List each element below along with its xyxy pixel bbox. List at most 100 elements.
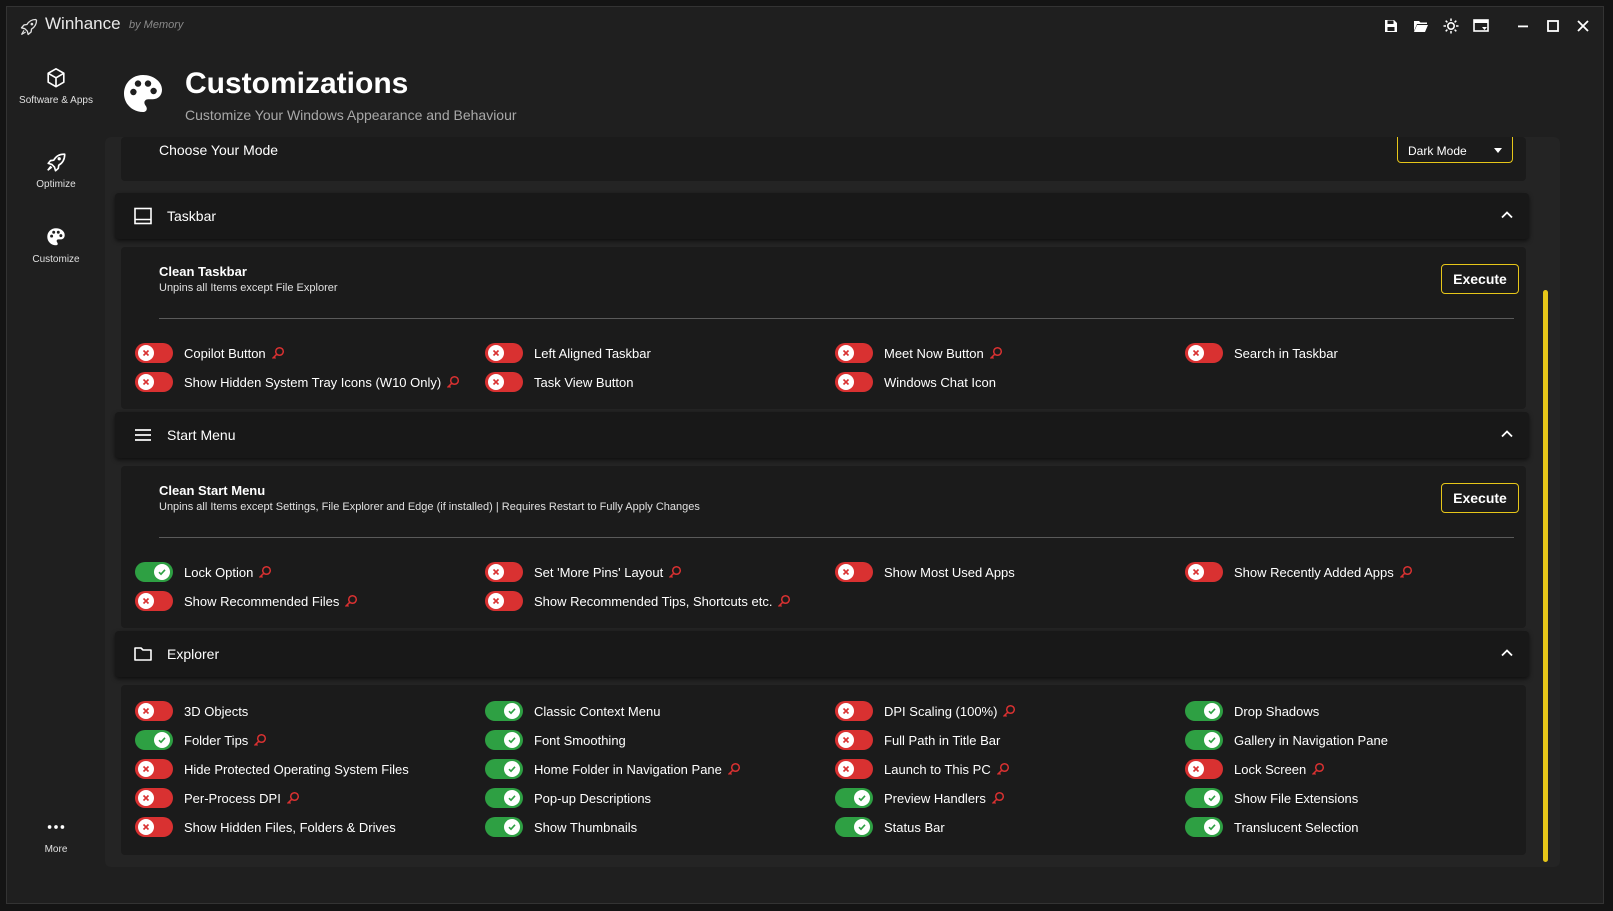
chevron-up-icon[interactable]	[1499, 207, 1515, 223]
sidebar-item-customize[interactable]: Customize	[7, 226, 105, 266]
toggle-switch[interactable]	[485, 701, 523, 721]
toggle-switch[interactable]	[485, 562, 523, 582]
toggle-label: Show Hidden System Tray Icons (W10 Only)	[184, 374, 442, 390]
toggle-switch[interactable]	[835, 562, 873, 582]
toggle-label: Status Bar	[884, 819, 945, 835]
toggle-switch[interactable]	[835, 788, 873, 808]
section-title: Start Menu	[167, 427, 236, 443]
chevron-up-icon[interactable]	[1499, 426, 1515, 442]
section-header-explorer[interactable]: Explorer	[115, 631, 1529, 677]
toggle-knob	[838, 761, 854, 777]
toggle-knob	[1204, 819, 1220, 835]
toggle-switch[interactable]	[135, 372, 173, 392]
x-icon	[1192, 765, 1200, 773]
toggle-switch[interactable]	[135, 730, 173, 750]
toggle-switch[interactable]	[485, 817, 523, 837]
toggle-knob	[154, 732, 170, 748]
section-header-start-menu[interactable]: Start Menu	[115, 412, 1529, 458]
toggle-switch[interactable]	[135, 701, 173, 721]
title-bar: Winhance by Memory	[7, 7, 1603, 45]
x-icon	[142, 378, 150, 386]
toggle-setting: Status Bar	[835, 816, 945, 838]
theme-icon[interactable]	[1439, 14, 1463, 38]
toggle-switch[interactable]	[835, 343, 873, 363]
x-icon	[142, 349, 150, 357]
toggle-switch[interactable]	[835, 759, 873, 779]
toggle-switch[interactable]	[1185, 343, 1223, 363]
toggle-label: DPI Scaling (100%)	[884, 703, 998, 719]
content-pane[interactable]: Choose Your Mode Dark Mode Taskbar Clean…	[105, 137, 1560, 867]
execute-button[interactable]: Execute	[1441, 483, 1519, 513]
toggle-knob	[504, 703, 520, 719]
x-icon	[492, 378, 500, 386]
admin-key-icon	[1003, 704, 1016, 718]
sidebar-item-label: More	[44, 844, 68, 855]
x-icon	[1192, 568, 1200, 576]
toggle-switch[interactable]	[485, 788, 523, 808]
toggle-label: Show Recommended Tips, Shortcuts etc.	[534, 593, 773, 609]
toggle-setting: Launch to This PC	[835, 758, 1010, 780]
execute-button[interactable]: Execute	[1441, 264, 1519, 294]
folder-open-icon[interactable]	[1409, 14, 1433, 38]
mode-dropdown[interactable]: Dark Mode	[1397, 137, 1513, 163]
scrollbar-thumb[interactable]	[1543, 290, 1548, 862]
admin-key-icon	[1399, 565, 1412, 579]
toggle-switch[interactable]	[485, 730, 523, 750]
minimize-icon[interactable]	[1511, 14, 1535, 38]
toggle-switch[interactable]	[135, 759, 173, 779]
app-title: Winhance	[45, 14, 121, 33]
sidebar-item-more[interactable]: More	[7, 816, 105, 856]
window-dropdown-icon[interactable]	[1469, 14, 1493, 38]
toggle-label: Left Aligned Taskbar	[534, 345, 651, 361]
admin-key-icon	[254, 733, 267, 747]
save-icon[interactable]	[1379, 14, 1403, 38]
x-icon	[142, 765, 150, 773]
sidebar-item-label: Optimize	[36, 179, 76, 190]
toggle-switch[interactable]	[485, 372, 523, 392]
toggle-switch[interactable]	[1185, 701, 1223, 721]
toggle-switch[interactable]	[485, 591, 523, 611]
toggle-setting: Show Hidden Files, Folders & Drives	[135, 816, 396, 838]
toggle-switch[interactable]	[835, 817, 873, 837]
toggle-switch[interactable]	[135, 817, 173, 837]
toggle-knob	[488, 593, 504, 609]
toggle-switch[interactable]	[135, 343, 173, 363]
check-icon	[858, 795, 866, 802]
toggle-switch[interactable]	[135, 562, 173, 582]
sidebar-item-optimize[interactable]: Optimize	[7, 151, 105, 191]
sidebar-item-software-apps[interactable]: Software & Apps	[7, 67, 105, 107]
toggle-setting: Folder Tips	[135, 729, 267, 751]
toggle-switch[interactable]	[485, 759, 523, 779]
x-icon	[842, 736, 850, 744]
toggle-switch[interactable]	[1185, 788, 1223, 808]
sidebar-item-label: Customize	[32, 254, 80, 265]
chevron-up-icon[interactable]	[1499, 645, 1515, 661]
toggle-switch[interactable]	[1185, 759, 1223, 779]
admin-key-icon	[669, 565, 682, 579]
maximize-icon[interactable]	[1541, 14, 1565, 38]
toggle-switch[interactable]	[1185, 817, 1223, 837]
toggle-setting: Drop Shadows	[1185, 700, 1319, 722]
sidebar-item-label: Software & Apps	[19, 95, 93, 106]
toggle-switch[interactable]	[835, 372, 873, 392]
toggle-switch[interactable]	[1185, 730, 1223, 750]
toggle-knob	[504, 790, 520, 806]
palette-icon	[47, 228, 65, 246]
toggle-switch[interactable]	[135, 591, 173, 611]
toggle-label: Show Hidden Files, Folders & Drives	[184, 819, 396, 835]
toggle-switch[interactable]	[1185, 562, 1223, 582]
toggle-label: Show Most Used Apps	[884, 564, 1015, 580]
toggle-switch[interactable]	[835, 730, 873, 750]
toggle-switch[interactable]	[835, 701, 873, 721]
x-icon	[1192, 349, 1200, 357]
check-icon	[508, 824, 516, 831]
section-header-taskbar[interactable]: Taskbar	[115, 193, 1529, 239]
divider	[159, 537, 1514, 538]
divider	[159, 318, 1514, 319]
toggle-switch[interactable]	[135, 788, 173, 808]
toggle-setting: Show File Extensions	[1185, 787, 1358, 809]
check-icon	[508, 766, 516, 773]
toggle-switch[interactable]	[485, 343, 523, 363]
close-icon[interactable]	[1571, 14, 1595, 38]
x-icon	[142, 597, 150, 605]
